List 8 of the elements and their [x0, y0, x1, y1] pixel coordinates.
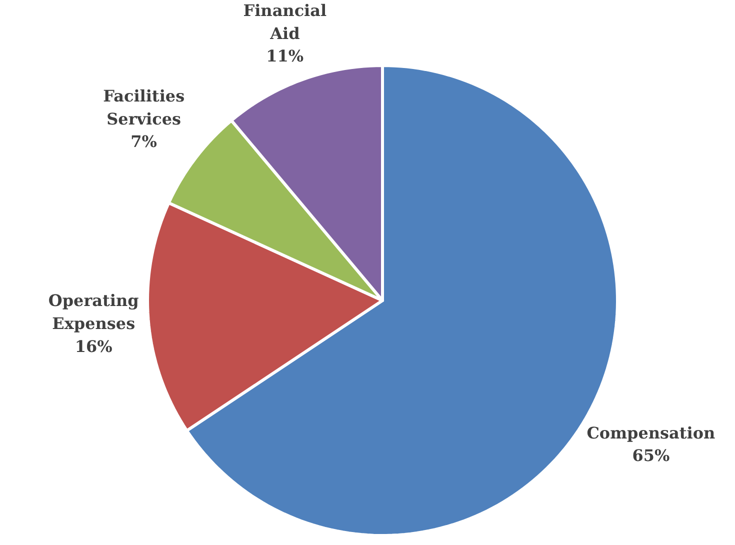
data-label: 11% [266, 46, 304, 66]
slice-label: Facilities Services [103, 86, 185, 128]
data-label: 65% [632, 446, 670, 466]
data-label: 16% [74, 336, 112, 356]
slice-label: Financial Aid [243, 1, 327, 43]
slice-label: Compensation [586, 423, 716, 442]
data-label: 7% [130, 132, 158, 152]
slice-label: Operating Expenses [48, 291, 139, 333]
